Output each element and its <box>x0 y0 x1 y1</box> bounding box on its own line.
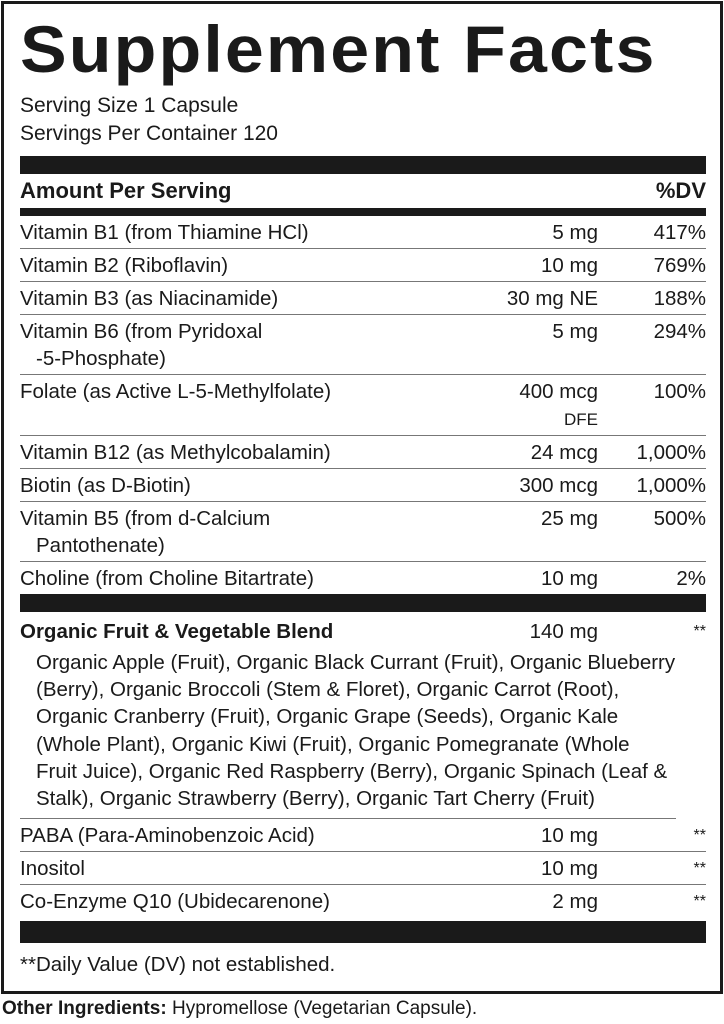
nutrient-row: Biotin (as D-Biotin) 300 mcg 1,000% <box>20 469 706 502</box>
amount-value: 24 mcg <box>530 441 598 464</box>
nutrient-row: PABA (Para-Aminobenzoic Acid) 10 mg ** <box>20 819 706 853</box>
nutrient-name: Vitamin B3 (as Niacinamide) <box>20 285 458 312</box>
blend-name: Organic Fruit & Vegetable Blend <box>20 620 334 643</box>
other-ingredients-value: Hypromellose (Vegetarian Capsule). <box>166 998 478 1019</box>
serving-size: Serving Size 1 Capsule <box>20 94 239 117</box>
amount-value: 400 mcg <box>519 380 598 403</box>
blend-dv: ** <box>693 623 706 640</box>
nutrient-name: Biotin (as D-Biotin) <box>20 472 458 499</box>
nutrient-name-line: PABA (Para-Aminobenzoic Acid) <box>20 824 315 848</box>
nutrient-amount: 24 mcg <box>458 439 598 466</box>
nutrient-name: Vitamin B5 (from d-Calcium Pantothenate) <box>20 505 458 559</box>
nutrient-amount: 2 mg <box>458 888 598 915</box>
nutrient-dv: 769% <box>653 254 706 277</box>
nutrient-name-line: Biotin (as D-Biotin) <box>20 474 191 497</box>
blend-amount: 140 mg <box>529 620 598 643</box>
nutrient-row: Vitamin B12 (as Methylcobalamin) 24 mcg … <box>20 436 706 469</box>
amount-value: 2 mg <box>552 890 598 914</box>
nutrient-name: PABA (Para-Aminobenzoic Acid) <box>20 822 458 849</box>
nutrient-name: Choline (from Choline Bitartrate) <box>20 565 458 592</box>
divider-thick <box>20 156 706 174</box>
nutrient-name-line: Inositol <box>20 857 85 881</box>
nutrient-dv: 1,000% <box>636 441 706 464</box>
nutrient-name-line: Vitamin B2 (Riboflavin) <box>20 254 229 277</box>
nutrient-row: Co-Enzyme Q10 (Ubidecarenone) 2 mg ** <box>20 885 706 917</box>
other-ingredients: Other Ingredients: Hypromellose (Vegetar… <box>2 998 477 1020</box>
nutrient-row: Vitamin B2 (Riboflavin) 10 mg 769% <box>20 249 706 282</box>
footnote: **Daily Value (DV) not established. <box>20 953 336 977</box>
nutrient-amount: 25 mg <box>458 505 598 559</box>
nutrient-name: Inositol <box>20 855 458 882</box>
nutrient-amount: 10 mg <box>458 252 598 279</box>
dv-label: %DV <box>655 178 706 203</box>
nutrient-amount: 400 mcg DFE <box>458 378 598 433</box>
divider-medium <box>20 208 706 216</box>
nutrient-name-line: Vitamin B5 (from d-Calcium <box>20 507 271 530</box>
nutrient-name-line: -5-Phosphate) <box>36 347 166 370</box>
blend-row: Organic Fruit & Vegetable Blend 140 mg *… <box>20 612 706 647</box>
nutrient-dv: 2% <box>676 567 706 590</box>
other-ingredients-label: Other Ingredients: <box>2 998 167 1019</box>
amount-value: 10 mg <box>541 857 598 881</box>
nutrient-amount: 5 mg <box>458 318 598 372</box>
nutrient-dv: ** <box>693 893 706 911</box>
nutrient-dv: 500% <box>653 507 706 530</box>
nutrient-dv: 417% <box>653 221 706 244</box>
nutrient-dv: 100% <box>653 380 706 403</box>
nutrient-name-line: Vitamin B6 (from Pyridoxal <box>20 320 263 343</box>
nutrient-dv: 1,000% <box>636 474 706 497</box>
amount-value: 300 mcg <box>519 474 598 497</box>
nutrient-amount: 300 mcg <box>458 472 598 499</box>
servings-per-container: Servings Per Container 120 <box>20 122 278 145</box>
nutrient-name: Vitamin B6 (from Pyridoxal -5-Phosphate) <box>20 318 458 372</box>
panel-title: Supplement Facts <box>20 12 657 86</box>
nutrient-amount: 30 mg NE <box>458 285 598 312</box>
amount-value: 30 mg NE <box>506 287 598 310</box>
amount-value: 25 mg <box>541 507 598 530</box>
nutrient-name-line: Vitamin B1 (from Thiamine HCl) <box>20 221 309 244</box>
nutrient-name-line: Folate (as Active L-5-Methylfolate) <box>20 380 332 403</box>
supplement-facts-panel: Supplement Facts Serving Size 1 Capsule … <box>1 1 723 994</box>
nutrient-name: Vitamin B1 (from Thiamine HCl) <box>20 219 458 246</box>
nutrient-amount: 10 mg <box>458 822 598 849</box>
nutrient-dv: ** <box>693 860 706 878</box>
nutrient-name: Folate (as Active L-5-Methylfolate) <box>20 378 458 433</box>
amount-value: 10 mg <box>541 567 598 590</box>
nutrient-amount: 5 mg <box>458 219 598 246</box>
nutrient-row: Choline (from Choline Bitartrate) 10 mg … <box>20 562 706 594</box>
amount-value: 5 mg <box>552 320 598 343</box>
amount-value: 10 mg <box>541 254 598 277</box>
nutrient-name: Vitamin B2 (Riboflavin) <box>20 252 458 279</box>
nutrient-row: Vitamin B3 (as Niacinamide) 30 mg NE 188… <box>20 282 706 315</box>
nutrient-name-line: Choline (from Choline Bitartrate) <box>20 567 314 590</box>
nutrient-name-line: Vitamin B12 (as Methylcobalamin) <box>20 441 331 464</box>
divider-thick <box>20 921 706 944</box>
nutrient-dv: 294% <box>653 320 706 343</box>
nutrient-row: Vitamin B1 (from Thiamine HCl) 5 mg 417% <box>20 216 706 249</box>
nutrient-name-line: Pantothenate) <box>36 534 165 557</box>
nutrient-row: Vitamin B5 (from d-Calcium Pantothenate) … <box>20 502 706 562</box>
nutrient-row: Inositol 10 mg ** <box>20 852 706 886</box>
nutrient-name: Co-Enzyme Q10 (Ubidecarenone) <box>20 888 458 915</box>
nutrient-row: Folate (as Active L-5-Methylfolate) 400 … <box>20 375 706 436</box>
nutrient-dv: ** <box>693 827 706 845</box>
amount-per-serving-label: Amount Per Serving <box>20 178 232 203</box>
amount-value: 5 mg <box>552 221 598 244</box>
nutrient-dv: 188% <box>653 287 706 310</box>
amount-value: 10 mg <box>541 824 598 848</box>
divider-thick <box>20 594 706 612</box>
nutrient-name-line: Co-Enzyme Q10 (Ubidecarenone) <box>20 890 330 914</box>
nutrient-amount: 10 mg <box>458 855 598 882</box>
nutrient-amount: 10 mg <box>458 565 598 592</box>
column-header: Amount Per Serving %DV <box>20 174 706 208</box>
nutrient-name: Vitamin B12 (as Methylcobalamin) <box>20 439 458 466</box>
nutrient-name-line: Vitamin B3 (as Niacinamide) <box>20 287 279 310</box>
nutrient-row: Vitamin B6 (from Pyridoxal -5-Phosphate) … <box>20 315 706 375</box>
blend-ingredients: Organic Apple (Fruit), Organic Black Cur… <box>20 647 676 820</box>
amount-unit: DFE <box>564 410 598 429</box>
